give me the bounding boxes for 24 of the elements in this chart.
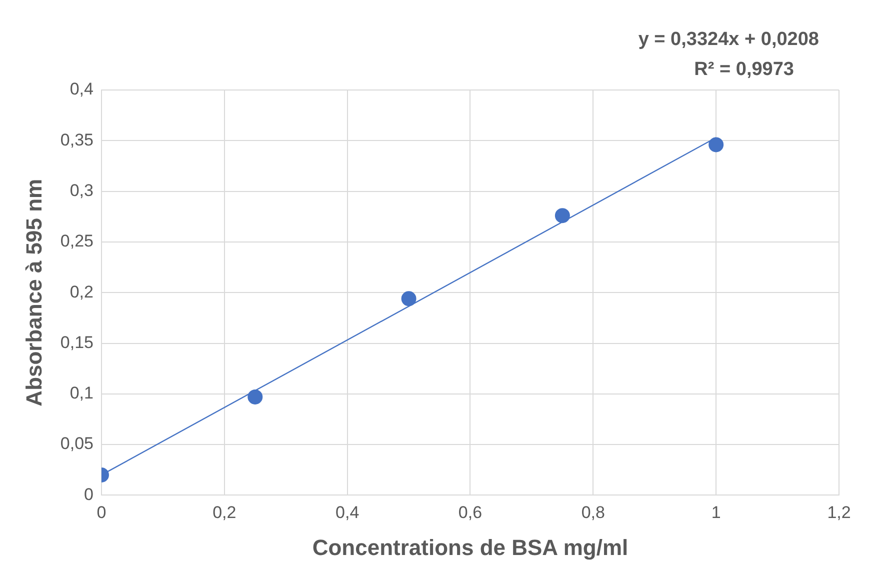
y-axis-title: Absorbance à 595 nm	[21, 178, 46, 406]
y-tick-label: 0	[84, 484, 94, 504]
y-tick-label: 0,35	[60, 130, 94, 150]
x-tick-label: 0,8	[581, 503, 605, 522]
y-tick-label: 0,1	[70, 384, 94, 403]
y-tick-label: 0,3	[70, 180, 94, 200]
x-tick-label: 1	[711, 503, 721, 522]
point	[401, 291, 416, 306]
y-tick-label: 0,15	[60, 332, 94, 352]
x-axis-title: Concentrations de BSA mg/ml	[312, 534, 628, 560]
x-tick-label: 0,4	[336, 503, 360, 522]
point	[248, 389, 263, 404]
text: R² = 0,9973	[694, 59, 794, 80]
point	[708, 137, 724, 152]
x-tick-label: 1,2	[827, 503, 851, 522]
text: y = 0,3324x + 0,0208	[638, 29, 819, 50]
x-tick-label: 0,6	[458, 503, 482, 522]
x-tick-label: 0	[96, 503, 106, 522]
x-tick-label: 0,2	[212, 503, 236, 522]
y-tick-label: 0,4	[70, 80, 94, 99]
point	[554, 208, 570, 224]
y-tick-label: 0,25	[60, 232, 94, 251]
y-tick-label: 0,05	[60, 434, 94, 454]
y-tick-label: 0,2	[70, 282, 94, 302]
